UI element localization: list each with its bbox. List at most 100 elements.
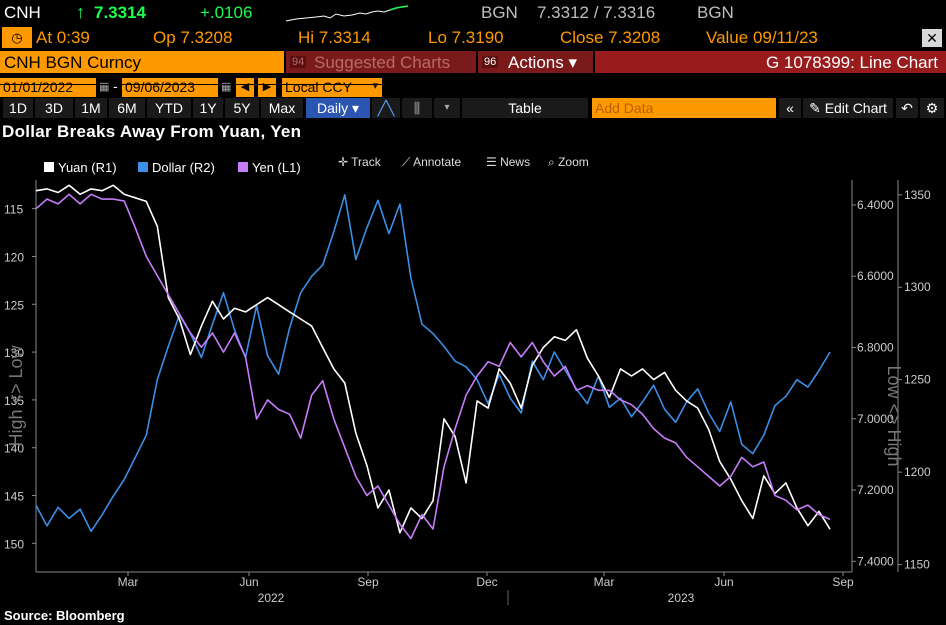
x-tick-label: Mar <box>594 575 615 589</box>
news-icon: ☰ <box>486 155 501 169</box>
x-tick-label: Mar <box>118 575 139 589</box>
date-range-bar: 01/01/2022 ▦ - 09/06/2023 ▦ ◀ ▶ Local CC… <box>0 78 946 98</box>
legend-yen[interactable]: Yen (L1) <box>252 160 301 175</box>
left-tick-label: 120 <box>4 250 24 264</box>
right2-tick-label: 1300 <box>904 280 931 294</box>
left-tick-label: 145 <box>4 490 24 504</box>
right2-tick-label: 1200 <box>904 465 931 479</box>
right1-tick-label: 6.6000 <box>857 269 894 283</box>
stat-at: At 0:39 <box>36 28 90 47</box>
track-label: Track <box>351 155 381 169</box>
x-tick-label: Jun <box>714 575 733 589</box>
calendar-icon[interactable]: ▦ <box>99 81 110 93</box>
actions-button[interactable]: 96 Actions ▾ <box>478 51 593 73</box>
close-icon[interactable]: ✕ <box>922 29 942 47</box>
legend-dollar[interactable]: Dollar (R2) <box>152 160 215 175</box>
period-3d[interactable]: 3D <box>35 98 73 118</box>
series-line-yuan <box>35 184 831 534</box>
sparkline <box>286 5 409 22</box>
chart-area[interactable]: 115 120 125 130 135 140 145 150 High <> Low 6.400… <box>0 180 946 605</box>
currency-value: Local CCY <box>285 79 352 95</box>
currency-select[interactable]: Local CCY ▾ <box>282 78 382 97</box>
period-6m[interactable]: 6M <box>109 98 145 118</box>
prev-period-button[interactable]: ◀ <box>236 78 254 97</box>
actions-label: Actions ▾ <box>508 53 578 72</box>
stats-bar: ◷ At 0:39 Op 7.3208 Hi 7.3314 Lo 7.3190 … <box>0 26 946 50</box>
period-max[interactable]: Max <box>261 98 303 118</box>
x-tick-label: Sep <box>832 575 854 589</box>
left-tick-label: 140 <box>4 442 24 456</box>
left-tick-label: 150 <box>4 537 24 551</box>
undo-icon[interactable]: ↶ <box>896 98 918 118</box>
source-code-2: BGN <box>697 3 734 22</box>
security-name: CNH BGN Curncy <box>4 53 141 72</box>
line-chart-icon[interactable]: ╱╲ <box>372 98 400 118</box>
chart-id: G 1078399: Line Chart <box>765 53 938 72</box>
crosshair-icon: ✛ <box>338 155 352 169</box>
edit-chart-label: Edit Chart <box>824 100 887 116</box>
security-field[interactable]: CNH BGN Curncy <box>0 51 284 73</box>
annotate-label: Annotate <box>413 155 462 169</box>
divider <box>0 84 946 85</box>
legend-swatch-dollar <box>138 162 148 172</box>
x-year-label: 2023 <box>668 591 695 605</box>
suggested-label: Suggested Charts <box>314 53 451 72</box>
bid-ask: 7.3312 / 7.3316 <box>537 3 656 22</box>
zoom-label: Zoom <box>558 155 589 169</box>
add-data-placeholder: Add Data <box>595 100 654 116</box>
stat-high: Hi 7.3314 <box>298 28 371 47</box>
period-ytd[interactable]: YTD <box>147 98 191 118</box>
start-date: 01/01/2022 <box>3 79 74 95</box>
next-period-button[interactable]: ▶ <box>258 78 276 97</box>
annotate-icon: ⟋ <box>402 155 414 169</box>
collapse-icon[interactable]: « <box>779 98 801 118</box>
pencil-icon: ✎ <box>809 100 821 116</box>
start-date-field[interactable]: 01/01/2022 <box>0 78 96 97</box>
right1-tick-label: 7.2000 <box>857 483 894 497</box>
period-1y[interactable]: 1Y <box>193 98 223 118</box>
period-1d[interactable]: 1D <box>3 98 33 118</box>
calendar-icon-end[interactable]: ▦ <box>221 81 232 93</box>
period-1m[interactable]: 1M <box>75 98 107 118</box>
x-tick-label: Jun <box>239 575 258 589</box>
left-axis-label: High <> Low <box>6 344 26 446</box>
x-tick-label: Dec <box>476 575 497 589</box>
right1-axis-label: Low <> High <box>884 365 904 466</box>
x-tick-label: Sep <box>357 575 379 589</box>
right2-tick-label: 1250 <box>904 373 931 387</box>
source-note: Source: Bloomberg <box>4 608 125 623</box>
period-5y[interactable]: 5Y <box>225 98 259 118</box>
ticker-label: CNH <box>4 3 41 22</box>
left-tick-label: 125 <box>4 298 24 312</box>
zoom-tool[interactable]: ⌕ Zoom <box>548 153 589 171</box>
settings-icon[interactable]: ⚙ <box>920 98 944 118</box>
stat-low: Lo 7.3190 <box>428 28 504 47</box>
chart-type-chevron-icon[interactable]: ▾ <box>434 98 460 118</box>
add-data-input[interactable]: Add Data <box>592 98 776 118</box>
last-price: 7.3314 <box>94 3 146 22</box>
annotate-tool[interactable]: ⟋ Annotate <box>402 153 461 171</box>
news-tool[interactable]: ☰ News <box>486 153 530 171</box>
suggested-charts-button[interactable]: 94 Suggested Charts <box>286 51 476 73</box>
stat-open: Op 7.3208 <box>153 28 233 47</box>
right2-tick-label: 1350 <box>904 188 931 202</box>
left-tick-label: 130 <box>4 346 24 360</box>
right2-tick-label: 1150 <box>904 558 930 572</box>
up-arrow-icon: ↑ <box>76 2 85 22</box>
end-date-field[interactable]: 09/06/2023 <box>122 78 218 97</box>
track-tool[interactable]: ✛ Track <box>338 153 381 171</box>
frequency-select[interactable]: Daily ▾ <box>306 98 370 118</box>
left-tick-label: 115 <box>4 203 23 217</box>
chart-id-bar: G 1078399: Line Chart <box>595 51 946 73</box>
left-tick-label: 135 <box>4 394 24 408</box>
bar-chart-icon[interactable]: ⫼ <box>402 98 432 118</box>
news-label: News <box>500 155 531 169</box>
clock-icon[interactable]: ◷ <box>2 27 32 48</box>
legend-swatch-yen <box>238 162 248 172</box>
table-button[interactable]: Table <box>462 98 588 118</box>
edit-chart-button[interactable]: ✎ Edit Chart <box>803 98 893 118</box>
right1-tick-label: 7.0000 <box>857 412 894 426</box>
legend-swatch-yuan <box>44 162 54 172</box>
stat-close: Close 7.3208 <box>560 28 661 47</box>
legend-yuan[interactable]: Yuan (R1) <box>58 160 117 175</box>
